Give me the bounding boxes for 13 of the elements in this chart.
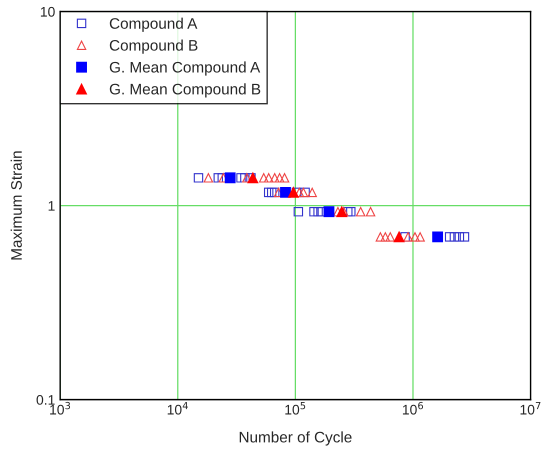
x-tick-label: 10$^{5}$ xyxy=(285,402,306,415)
y-tick-label: 10 xyxy=(40,6,55,17)
legend-label: Compound A xyxy=(110,18,198,32)
legend-label: G. Mean Compound B xyxy=(110,83,260,98)
y-tick-label: 1 xyxy=(48,201,55,211)
y-axis-title: Maximum Strain xyxy=(10,151,22,260)
x-tick-label: 10$^{4}$ xyxy=(168,402,188,415)
legend-label: Compound B xyxy=(110,40,198,54)
legend-label: G. Mean Compound A xyxy=(110,61,260,76)
y-tick-label: 0.1 xyxy=(36,394,55,405)
x-axis-title: Number of Cycle xyxy=(240,431,352,446)
x-tick-label: 10$^{6}$ xyxy=(402,402,424,415)
x-tick-label: 10$^{7}$ xyxy=(520,402,540,415)
